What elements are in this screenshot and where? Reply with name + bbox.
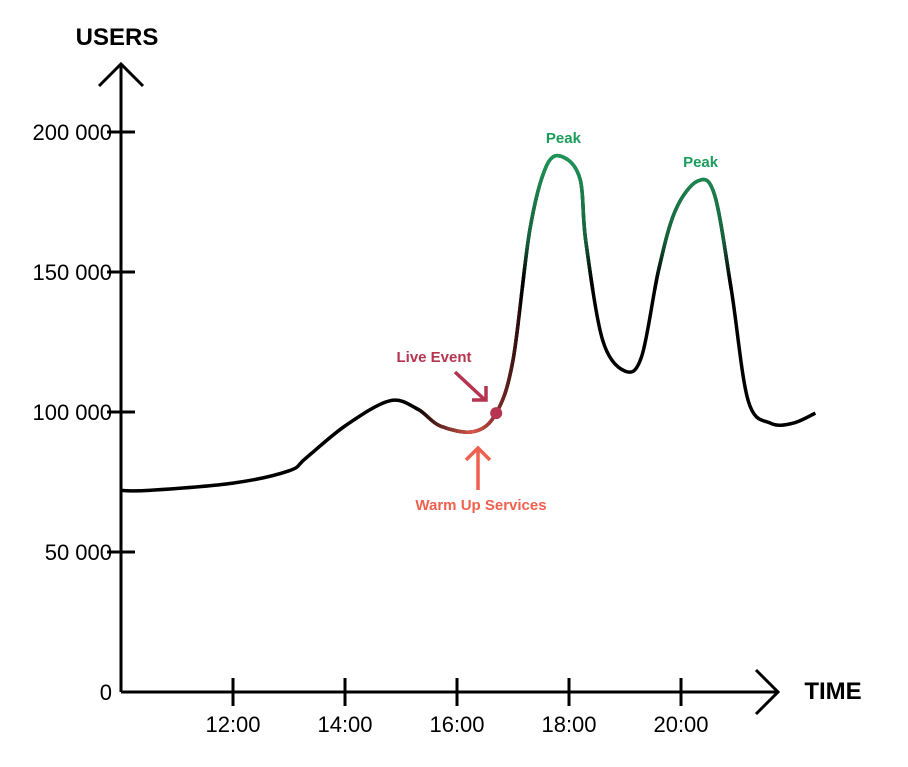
y-tick-label: 150 000 — [32, 260, 112, 285]
warm-up-label: Warm Up Services — [415, 497, 546, 514]
warm-up-arrow-icon — [464, 445, 492, 490]
y-tick-label: 0 — [100, 680, 112, 705]
live-event-marker — [490, 407, 503, 420]
x-tick-label: 12:00 — [205, 712, 260, 737]
peak-segment — [520, 153, 734, 290]
y-axis — [97, 61, 145, 692]
peak-label: Peak — [683, 154, 719, 171]
axes: USERS TIME — [76, 24, 862, 716]
y-axis-label: USERS — [76, 24, 159, 51]
y-tick-label: 200 000 — [32, 120, 112, 145]
x-axis — [121, 668, 781, 716]
x-tick-label: 18:00 — [541, 712, 596, 737]
warmup-segment — [415, 292, 520, 434]
x-tick-label: 16:00 — [429, 712, 484, 737]
x-tick-label: 14:00 — [317, 712, 372, 737]
x-tick-label: 20:00 — [653, 712, 708, 737]
x-axis-label: TIME — [804, 678, 861, 705]
y-tick-label: 100 000 — [32, 400, 112, 425]
peak-label: Peak — [546, 130, 582, 147]
y-tick-label: 50 000 — [45, 540, 112, 565]
live-event-label: Live Event — [396, 349, 471, 366]
users-line — [120, 153, 817, 493]
live-event-arrow-icon — [453, 370, 488, 402]
